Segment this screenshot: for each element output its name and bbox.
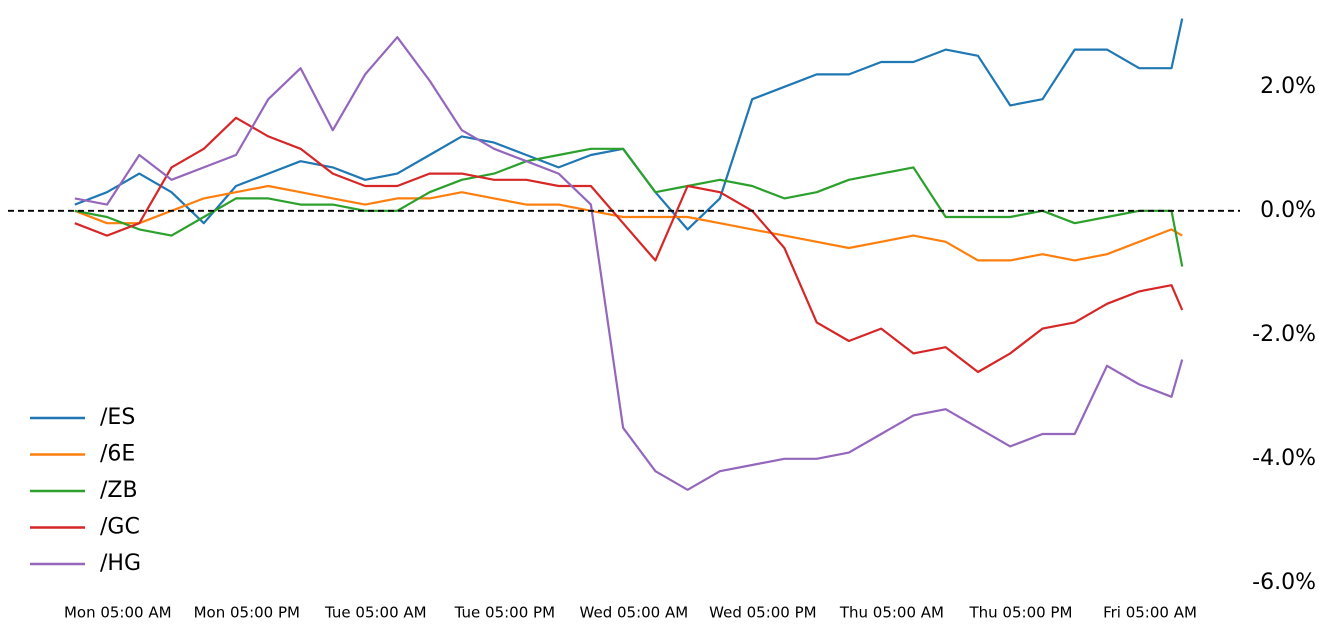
- legend-label: /6E: [100, 442, 135, 467]
- x-tick-label: Mon 05:00 PM: [194, 604, 300, 622]
- y-tick-label: 0.0%: [1260, 198, 1316, 223]
- x-tick-label: Thu 05:00 PM: [968, 604, 1072, 622]
- series-line: [74, 36, 1184, 491]
- x-tick-label: Tue 05:00 AM: [324, 604, 427, 622]
- x-tick-label: Mon 05:00 AM: [64, 604, 172, 622]
- series-line: [74, 184, 1183, 262]
- legend-label: /ZB: [100, 478, 138, 503]
- y-tick-label: -2.0%: [1252, 322, 1316, 347]
- y-tick-label: 2.0%: [1260, 74, 1316, 99]
- series-line: [74, 116, 1184, 374]
- y-tick-label: -6.0%: [1252, 570, 1316, 595]
- x-tick-label: Fri 05:00 AM: [1103, 604, 1197, 622]
- x-tick-label: Wed 05:00 AM: [580, 604, 689, 622]
- legend-label: /ES: [100, 405, 135, 430]
- series-line: [74, 147, 1184, 267]
- legend-label: /HG: [100, 551, 141, 576]
- legend-label: /GC: [100, 515, 140, 540]
- x-tick-label: Thu 05:00 AM: [839, 604, 944, 622]
- x-tick-label: Tue 05:00 PM: [454, 604, 555, 622]
- x-tick-label: Wed 05:00 PM: [709, 604, 816, 622]
- y-tick-label: -4.0%: [1252, 446, 1316, 471]
